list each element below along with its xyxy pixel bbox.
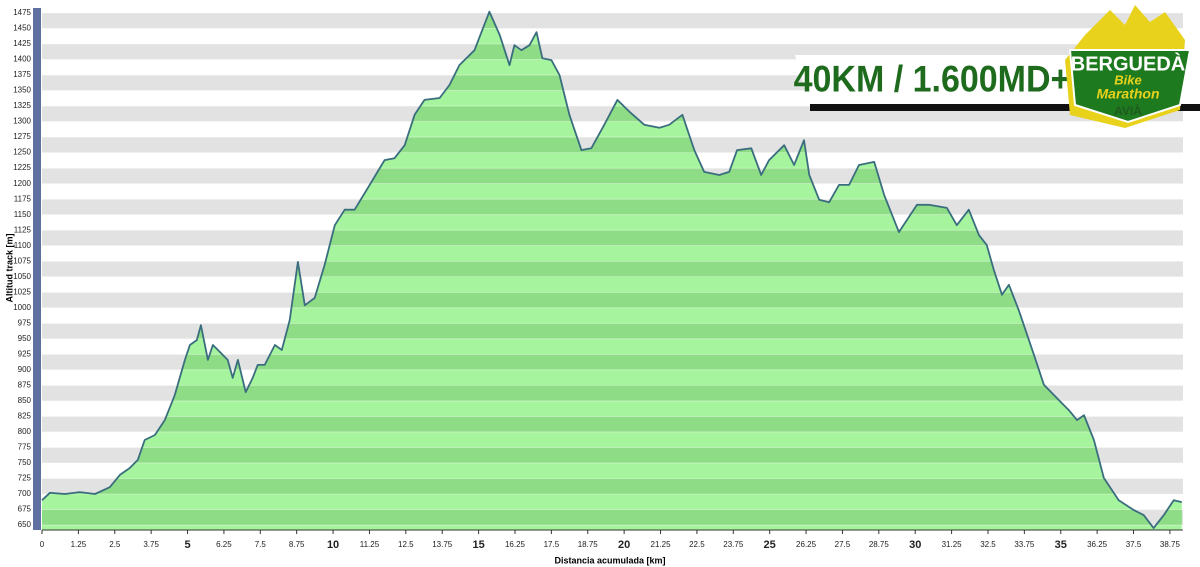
x-tick-label: 8.75 [289,540,305,549]
y-tick-label: 1125 [14,225,32,234]
logo-place: AVIÀ [1114,103,1142,118]
y-tick-label: 1075 [13,256,31,265]
area-band [42,323,1182,339]
grid-band [42,28,1183,44]
x-tick-label: 3.75 [143,540,159,549]
x-tick-label: 18.75 [578,540,599,549]
badge-stripe [810,104,1200,111]
x-tick-label: 15 [472,539,484,551]
y-axis-label: Altitud track [m] [4,233,14,302]
logo-name: BERGUEDÀ [1071,52,1185,75]
y-tick-label: 1200 [13,179,31,188]
x-tick-label: 10 [327,539,339,551]
x-tick-label: 28.75 [869,540,890,549]
area-band [42,292,1182,308]
x-tick-label: 27.5 [835,540,851,549]
x-tick-label: 12.5 [398,540,414,549]
y-tick-label: 1375 [13,70,31,79]
y-tick-label: 850 [18,396,32,405]
y-tick-label: 725 [18,474,32,483]
x-tick-label: 11.25 [360,540,380,549]
x-tick-label: 20 [618,539,630,551]
x-tick-label: 38.75 [1160,540,1181,549]
y-tick-label: 1325 [13,101,31,110]
x-tick-label: 7.5 [255,540,267,549]
x-tick-label: 6.25 [216,540,232,549]
area-band [42,478,1182,494]
y-tick-label: 650 [18,520,32,529]
y-tick-label: 1000 [13,303,31,312]
x-tick-label: 37.5 [1126,540,1142,549]
x-tick-label: 30 [909,539,921,551]
y-tick-label: 875 [18,380,32,389]
y-tick-label: 1300 [13,117,31,126]
x-tick-label: 22.5 [689,540,705,549]
y-tick-label: 1350 [13,86,31,95]
badge: 40KM / 1.600MD+ [794,55,1200,111]
area-band [42,354,1182,370]
x-tick-label: 21.25 [651,540,672,549]
x-tick-label: 32.5 [980,540,996,549]
x-tick-label: 35 [1055,539,1067,551]
area-band [42,447,1182,463]
y-tick-label: 800 [18,427,32,436]
y-tick-label: 1400 [13,55,31,64]
x-tick-label: 2.5 [109,540,121,549]
logo-line2: Marathon [1097,86,1160,102]
x-tick-label: 26.25 [796,540,817,549]
x-tick-label: 25 [764,539,776,551]
badge-banner [795,55,1075,105]
x-tick-label: 16.25 [505,540,526,549]
y-tick-label: 700 [18,489,32,498]
y-tick-label: 1025 [13,287,31,296]
x-tick-label: 1.25 [71,540,87,549]
area-band [42,416,1182,432]
x-tick-label: 13.75 [432,540,453,549]
x-tick-label: 0 [40,540,45,549]
y-tick-label: 675 [18,505,32,514]
y-tick-label: 750 [18,458,32,467]
area-band [42,385,1182,401]
axis-bar [33,8,41,530]
x-tick-label: 23.75 [723,540,744,549]
y-tick-label: 1275 [13,132,31,141]
x-tick-label: 17.5 [544,540,560,549]
y-tick-label: 1100 [14,241,32,250]
y-tick-label: 975 [18,318,32,327]
elevation-line [41,10,1183,529]
logo-shield [1068,49,1192,124]
y-tick-label: 925 [18,349,32,358]
x-tick-label: 5 [184,539,190,551]
y-tick-label: 950 [18,334,32,343]
x-tick-label: 36.25 [1087,540,1108,549]
area-band [42,509,1182,526]
y-tick-label: 1150 [14,210,32,219]
x-tick-label: 33.75 [1014,540,1035,549]
y-tick-label: 1175 [14,194,32,203]
badge-text: 40KM / 1.600MD+ [794,58,1071,100]
y-tick-label: 775 [18,443,32,452]
y-tick-label: 1225 [13,163,31,172]
y-tick-label: 1425 [13,39,31,48]
area-band [42,261,1182,277]
grid-band [42,8,1183,13]
y-tick-label: 1250 [13,148,31,157]
logo: BERGUEDÀ Bike Marathon AVIÀ [1065,5,1192,128]
grid-band [42,12,1183,29]
y-tick-label: 1475 [13,8,31,17]
y-tick-label: 900 [18,365,32,374]
y-tick-label: 825 [18,412,32,421]
x-tick-label: 31.25 [942,540,963,549]
logo-line1: Bike [1114,72,1141,87]
y-tick-label: 1450 [13,24,31,33]
y-tick-label: 1050 [13,272,31,281]
x-axis-label: Distancia acumulada [km] [554,555,665,565]
